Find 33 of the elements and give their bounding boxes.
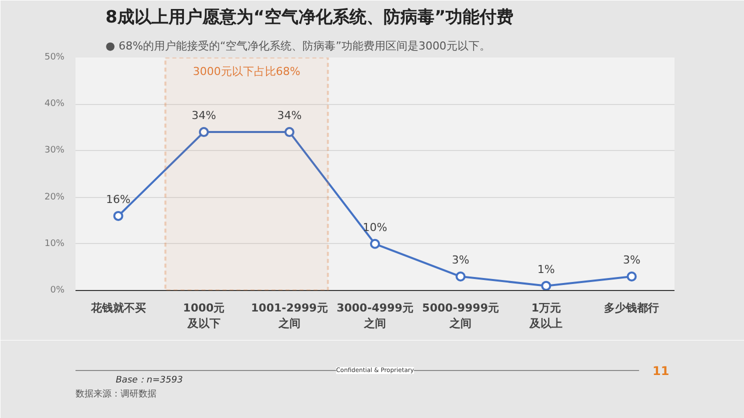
band-label: 3000元以下占比68%	[192, 64, 300, 78]
y-tick-label: 30%	[44, 146, 65, 156]
y-tick-label: 40%	[44, 99, 65, 110]
data-label: 10%	[362, 220, 388, 234]
x-tick-label: 3000-4999元之间	[336, 302, 414, 330]
point	[456, 272, 466, 282]
text: 11	[652, 364, 670, 378]
point	[198, 127, 209, 138]
chart-subtitle: ● 68%的用户能接受的“空气净化系统、防病毒”功能费用区间是3000元以下。	[106, 40, 490, 52]
data-label: 34%	[277, 109, 302, 122]
point	[284, 127, 294, 138]
chart-title: 8成以上用户愿意为“空气净化系统、防病毒”功能付费	[106, 8, 514, 28]
data-label: 3%	[622, 254, 640, 267]
point	[370, 238, 380, 249]
data-label: 34%	[192, 109, 216, 122]
x-tick-label: 多少钱都行	[604, 302, 660, 314]
y-tick-label: 20%	[44, 192, 65, 202]
x-tick-label: 1万元及以上	[528, 302, 563, 330]
x-tick-label: 1001-2999元之间	[251, 302, 328, 330]
y-tick-label: 10%	[44, 238, 65, 249]
point	[541, 280, 552, 290]
data-label: 1%	[537, 262, 555, 276]
y-tick-label: 50%	[44, 52, 65, 62]
point	[626, 272, 637, 282]
source-note: 数据来源：调研数据	[76, 388, 156, 400]
data-label: 3%	[452, 254, 470, 267]
data-label: 16%	[106, 192, 131, 206]
text: Base：n=3593	[116, 376, 184, 386]
y-tick-label: 0%	[50, 286, 65, 296]
x-tick-label: 花钱就不买	[90, 302, 146, 314]
point	[113, 210, 124, 221]
x-tick-label: 1000元及以下	[183, 302, 225, 330]
x-tick-label: 5000-9999元之间	[422, 302, 499, 330]
